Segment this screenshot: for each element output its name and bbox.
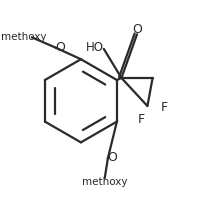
Text: O: O [108,151,117,165]
Text: HO: HO [86,41,104,54]
Text: F: F [161,100,168,114]
Text: O: O [132,23,142,36]
Text: F: F [138,113,145,126]
Text: O: O [56,41,66,54]
Text: methoxy: methoxy [82,177,128,187]
Text: methoxy: methoxy [1,32,46,42]
